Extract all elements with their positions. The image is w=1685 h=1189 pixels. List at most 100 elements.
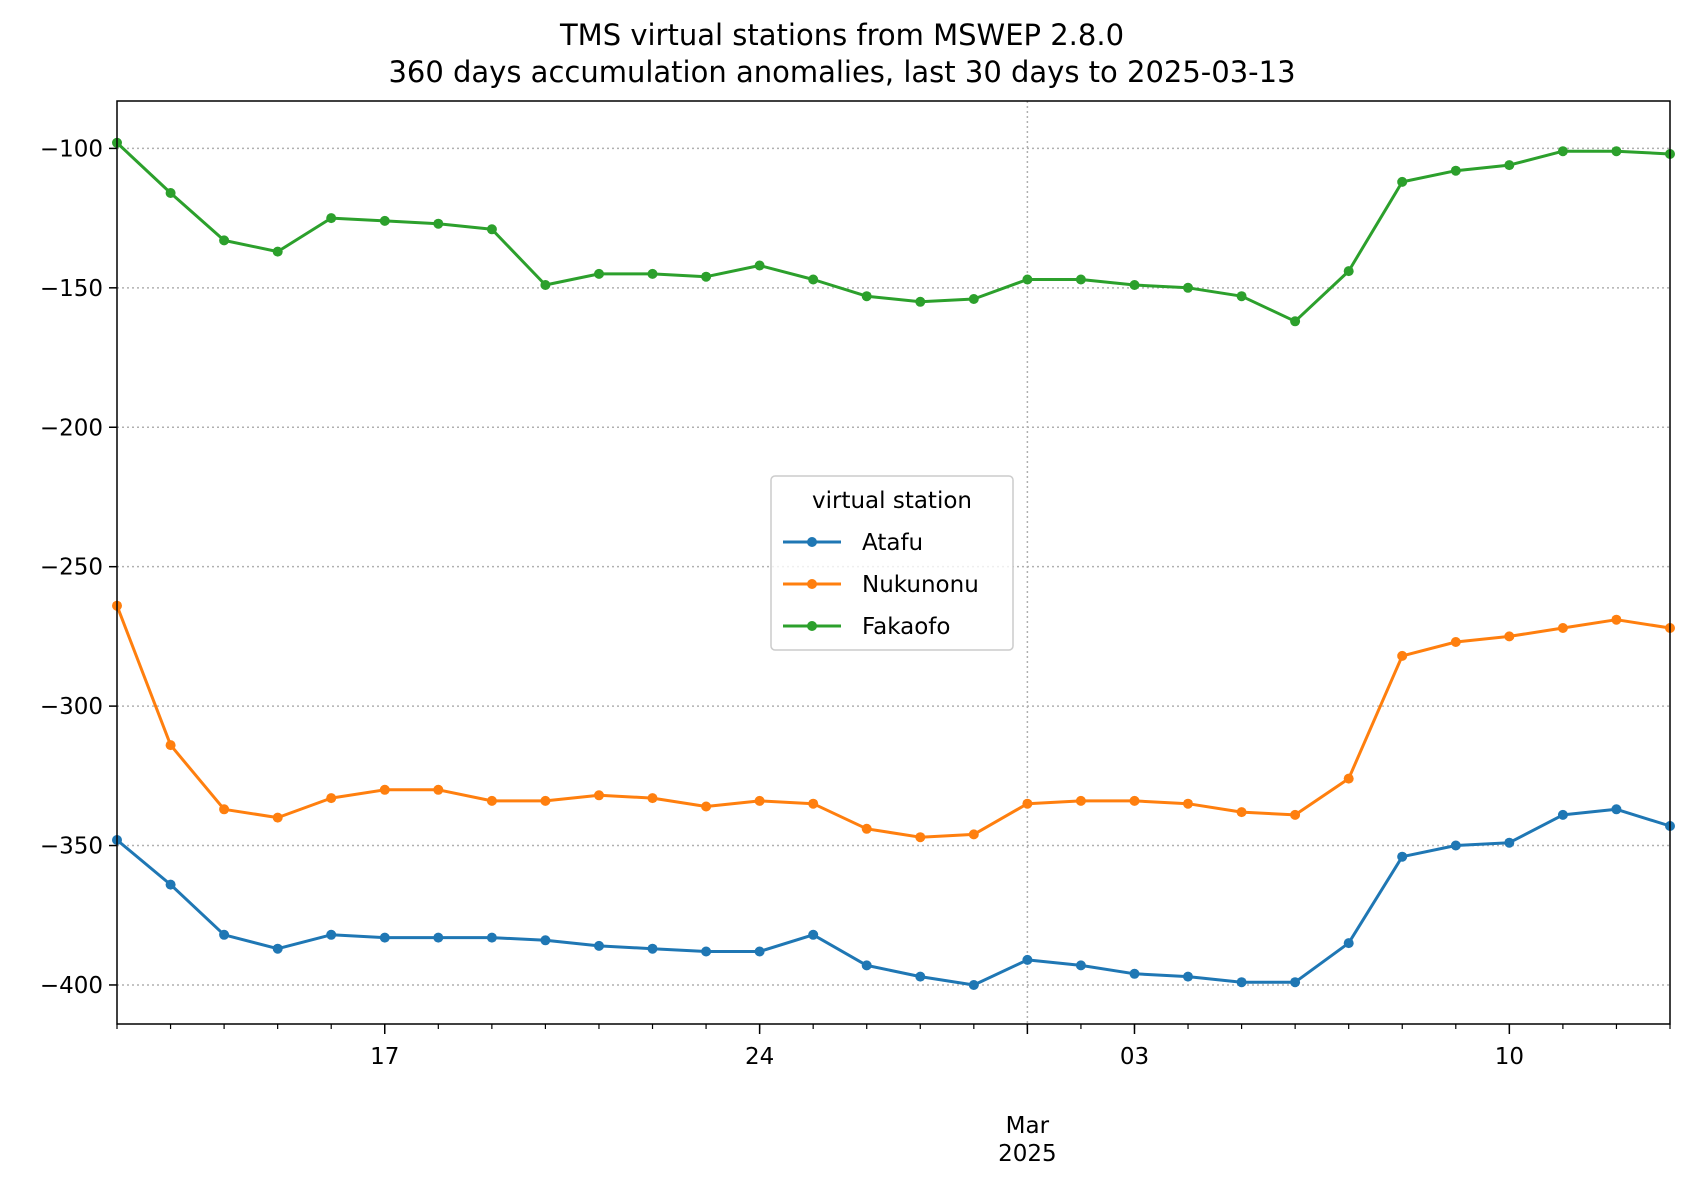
data-point bbox=[1611, 804, 1622, 815]
tick-labels: −100 −150 −200 −250 −300 −350 −400 17 24 03 10 Mar2… bbox=[40, 136, 1524, 1167]
data-point bbox=[1129, 795, 1140, 806]
data-point bbox=[219, 804, 230, 815]
data-point bbox=[1183, 282, 1193, 293]
data-point bbox=[915, 971, 926, 982]
legend-swatch-marker bbox=[807, 621, 817, 631]
data-point bbox=[647, 268, 658, 279]
data-point bbox=[1022, 798, 1033, 809]
x-year-label: 2025 bbox=[998, 1141, 1057, 1167]
chart-subtitle: 360 days accumulation anomalies, last 30… bbox=[388, 55, 1295, 89]
data-point bbox=[701, 946, 712, 957]
data-point bbox=[1290, 809, 1301, 820]
y-tick-label: −100 bbox=[40, 136, 103, 162]
data-point bbox=[754, 260, 765, 271]
data-point bbox=[1075, 795, 1086, 806]
data-point bbox=[1397, 851, 1408, 862]
data-point bbox=[486, 795, 497, 806]
data-point bbox=[701, 801, 712, 812]
data-point bbox=[1397, 650, 1408, 661]
data-point bbox=[647, 793, 658, 804]
data-point bbox=[754, 795, 765, 806]
data-point bbox=[272, 812, 283, 823]
data-point bbox=[219, 235, 230, 246]
y-tick-label: −300 bbox=[40, 694, 103, 720]
x-tick-label: 10 bbox=[1495, 1044, 1524, 1070]
data-point bbox=[1450, 840, 1461, 851]
series-line-atafu bbox=[116, 807, 1671, 987]
legend-items: Atafu Nukunonu Fakaofo bbox=[783, 530, 979, 640]
data-point bbox=[861, 960, 872, 971]
data-point bbox=[1022, 274, 1033, 285]
data-point bbox=[808, 798, 819, 809]
y-tick-label: −150 bbox=[40, 276, 103, 302]
data-point bbox=[1557, 146, 1568, 157]
data-point bbox=[1075, 960, 1086, 971]
data-point bbox=[272, 246, 283, 257]
legend-label: Fakaofo bbox=[862, 614, 950, 640]
data-point bbox=[540, 935, 551, 946]
data-point bbox=[165, 740, 176, 751]
data-point bbox=[1611, 614, 1622, 625]
data-point bbox=[379, 215, 390, 226]
data-point bbox=[326, 213, 337, 224]
data-point bbox=[915, 296, 926, 307]
data-point bbox=[379, 932, 390, 943]
legend-title: virtual station bbox=[812, 488, 972, 514]
data-point bbox=[1075, 274, 1086, 285]
legend-swatch-marker bbox=[807, 579, 817, 589]
data-point bbox=[915, 832, 926, 843]
data-point bbox=[861, 291, 872, 302]
series-line-nukunonu bbox=[115, 605, 1671, 839]
data-point bbox=[808, 274, 819, 285]
chart-title: TMS virtual stations from MSWEP 2.8.0 bbox=[559, 18, 1124, 52]
data-point bbox=[1397, 176, 1408, 187]
data-point bbox=[326, 929, 337, 940]
data-point bbox=[219, 929, 230, 940]
data-point bbox=[433, 218, 444, 229]
data-point bbox=[1183, 798, 1193, 809]
data-point bbox=[1557, 623, 1568, 633]
legend-label: Atafu bbox=[862, 530, 923, 556]
data-point bbox=[165, 879, 176, 890]
data-point bbox=[1183, 971, 1193, 982]
x-tick-label: 03 bbox=[1120, 1044, 1149, 1070]
data-point bbox=[1450, 637, 1461, 647]
data-point bbox=[1236, 977, 1247, 988]
data-point bbox=[1557, 809, 1568, 820]
data-point bbox=[326, 793, 337, 804]
y-tick-label: −400 bbox=[40, 973, 103, 999]
plot-frame bbox=[116, 100, 1671, 1025]
data-point bbox=[1343, 266, 1354, 277]
series-line-fakaofo bbox=[115, 141, 1671, 323]
data-point bbox=[540, 795, 551, 806]
data-point bbox=[1450, 165, 1461, 176]
data-point bbox=[1343, 773, 1354, 784]
data-point bbox=[272, 943, 283, 954]
data-point bbox=[594, 940, 604, 951]
data-point bbox=[1236, 807, 1247, 818]
data-point bbox=[647, 943, 658, 954]
data-point bbox=[1236, 291, 1247, 302]
data-point bbox=[486, 224, 497, 235]
legend-label: Nukunonu bbox=[862, 572, 979, 598]
y-tick-label: −350 bbox=[40, 834, 103, 860]
data-point bbox=[594, 790, 604, 801]
data-point bbox=[1129, 280, 1140, 290]
data-point bbox=[540, 280, 551, 290]
data-point bbox=[968, 294, 979, 304]
y-tick-label: −200 bbox=[40, 415, 103, 441]
data-point bbox=[1290, 977, 1301, 988]
x-tick-label: 17 bbox=[370, 1044, 399, 1070]
data-point bbox=[1504, 160, 1515, 171]
data-point bbox=[701, 271, 712, 282]
data-point bbox=[433, 932, 444, 943]
data-point bbox=[1343, 938, 1354, 949]
data-point bbox=[808, 929, 819, 940]
data-point bbox=[968, 980, 979, 990]
data-point bbox=[754, 946, 765, 957]
x-tick-label: 24 bbox=[745, 1044, 774, 1070]
data-point bbox=[1129, 968, 1140, 979]
legend: virtual station Atafu Nukunonu Fakaofo bbox=[770, 475, 1014, 651]
y-tick-label: −250 bbox=[40, 555, 103, 581]
data-point bbox=[1022, 954, 1033, 965]
